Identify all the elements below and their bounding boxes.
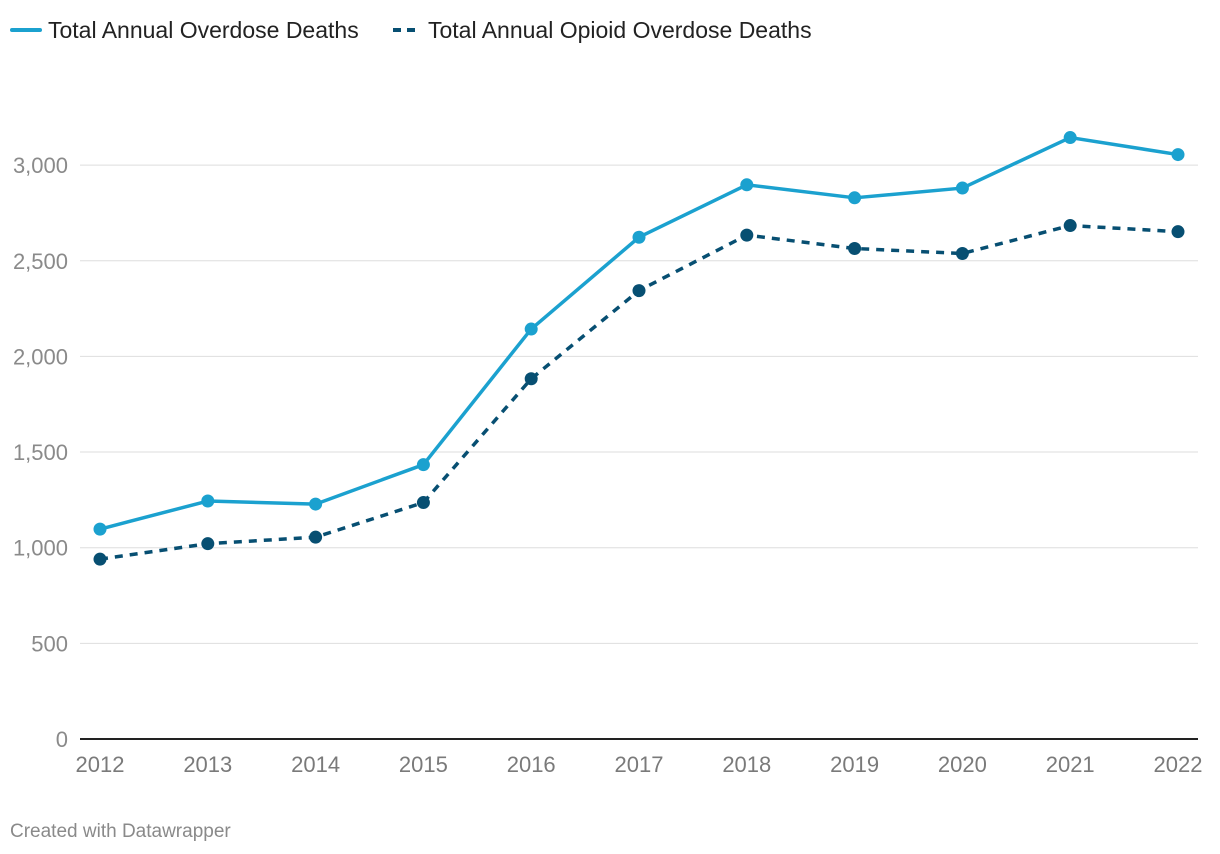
data-point <box>1063 219 1077 233</box>
data-point <box>848 191 862 205</box>
x-tick-label: 2017 <box>615 752 664 777</box>
y-tick-label: 1,500 <box>13 440 68 465</box>
x-tick-label: 2018 <box>722 752 771 777</box>
grid <box>80 164 1198 644</box>
legend-label-overdose: Total Annual Overdose Deaths <box>48 17 359 43</box>
data-point <box>309 497 323 511</box>
footer-credit: Created with Datawrapper <box>10 821 231 842</box>
series-line <box>98 135 1180 531</box>
data-point <box>201 537 215 551</box>
data-point <box>93 552 107 566</box>
data-point <box>740 178 754 192</box>
data-point <box>955 246 969 260</box>
x-tick-label: 2013 <box>183 752 232 777</box>
x-tick-label: 2016 <box>507 752 556 777</box>
x-tick-label: 2015 <box>399 752 448 777</box>
data-point <box>632 284 646 298</box>
data-point <box>524 372 538 386</box>
y-axis-ticks: 0 500 1,000 1,500 2,000 2,500 3,000 <box>13 153 68 752</box>
x-tick-label: 2020 <box>938 752 987 777</box>
x-tick-label: 2014 <box>291 752 340 777</box>
data-point <box>524 322 538 336</box>
data-point <box>848 242 862 256</box>
x-axis-ticks: 2012 2013 2014 2015 2016 2017 2018 2019 2020 2021… <box>76 752 1203 777</box>
data-point <box>1063 131 1077 145</box>
legend-item-overdose: Total Annual Overdose Deaths <box>10 17 359 43</box>
x-tick-label: 2021 <box>1046 752 1095 777</box>
y-tick-label: 0 <box>56 727 68 752</box>
x-tick-label: 2012 <box>76 752 125 777</box>
legend: Total Annual Overdose Deaths Total Annua… <box>10 17 812 43</box>
x-tick-label: 2019 <box>830 752 879 777</box>
data-point <box>632 230 646 244</box>
x-tick-label: 2022 <box>1154 752 1203 777</box>
y-tick-label: 2,000 <box>13 344 68 369</box>
y-tick-label: 500 <box>31 631 68 656</box>
data-point <box>740 228 754 242</box>
y-tick-label: 1,000 <box>13 536 68 561</box>
series-overdose-deaths <box>93 131 1185 536</box>
data-point <box>93 522 107 536</box>
data-point <box>416 458 430 472</box>
data-point <box>201 494 215 508</box>
data-point <box>309 530 323 544</box>
data-point <box>416 496 430 510</box>
series-line <box>99 223 1179 561</box>
data-point <box>1171 225 1185 239</box>
data-point <box>955 181 969 195</box>
data-point <box>1171 148 1185 162</box>
series <box>93 131 1185 566</box>
y-tick-label: 2,500 <box>13 249 68 274</box>
legend-label-opioid: Total Annual Opioid Overdose Deaths <box>428 17 812 43</box>
series-opioid-overdose-deaths <box>93 219 1185 566</box>
legend-item-opioid: Total Annual Opioid Overdose Deaths <box>393 17 812 43</box>
y-tick-label: 3,000 <box>13 153 68 178</box>
